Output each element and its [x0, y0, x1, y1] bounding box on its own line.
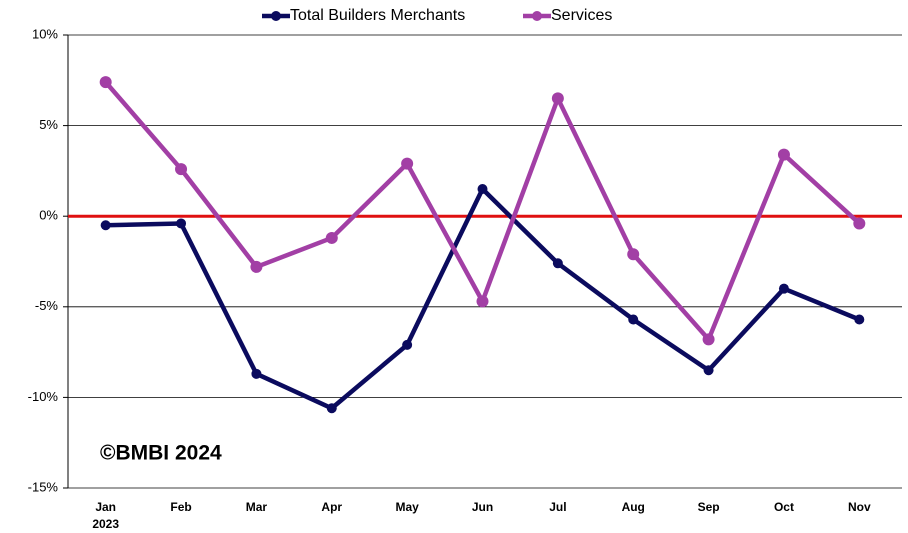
x-tick-label: Aug: [622, 500, 645, 514]
x-tick-label: Jun: [472, 500, 493, 514]
point: [552, 258, 563, 269]
point: [326, 403, 337, 414]
x-tick-label: Nov: [848, 500, 871, 514]
y-tick-label: 10%: [32, 26, 58, 41]
point: [853, 217, 866, 230]
x-tick-label: May: [395, 500, 419, 514]
x-tick-label: Feb: [170, 500, 191, 514]
legend-label: Services: [551, 7, 612, 24]
point: [627, 248, 640, 261]
y-tick-label: -5%: [35, 298, 59, 313]
legend-marker: [532, 11, 542, 21]
point: [854, 314, 865, 325]
point: [476, 295, 489, 308]
x-year-label: 2023: [92, 517, 119, 531]
point: [401, 157, 414, 170]
y-tick-label: -15%: [28, 479, 59, 494]
point: [703, 365, 714, 376]
y-tick-label: 5%: [39, 117, 58, 132]
point: [778, 283, 789, 294]
point: [99, 76, 112, 89]
x-tick-label: Mar: [246, 500, 268, 514]
point: [628, 314, 639, 325]
x-tick-label: Oct: [774, 500, 794, 514]
point: [702, 333, 715, 346]
legend-label: Total Builders Merchants: [290, 7, 465, 24]
point: [251, 368, 262, 379]
point: [100, 220, 111, 231]
x-tick-label: Jan: [95, 500, 116, 514]
point: [477, 184, 488, 195]
point: [402, 339, 413, 350]
point: [551, 92, 564, 105]
annotation: ©BMBI 2024: [100, 442, 222, 465]
point: [176, 218, 187, 229]
x-tick-label: Sep: [698, 500, 720, 514]
y-tick-label: 0%: [39, 208, 58, 223]
point: [777, 148, 790, 161]
y-tick-label: -10%: [28, 389, 59, 404]
legend-marker: [271, 11, 281, 21]
x-tick-label: Jul: [549, 500, 566, 514]
point: [250, 260, 263, 273]
point: [175, 163, 188, 176]
x-tick-label: Apr: [321, 500, 342, 514]
point: [325, 231, 338, 244]
